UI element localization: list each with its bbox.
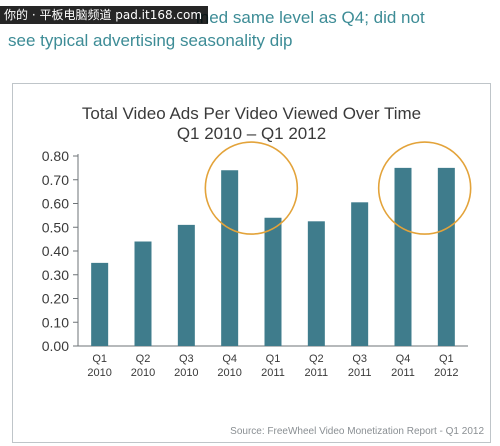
bar (307, 221, 325, 346)
x-tick-label: 2010 (174, 367, 198, 379)
x-tick-label: Q3 (179, 353, 194, 365)
bar-chart: 0.00 0.10 0.20 0.30 0.40 0.50 0.60 0.70 0.80 Q1 20… (42, 141, 472, 379)
x-tick-label: Q2 (309, 353, 324, 365)
chart-title: Total Video Ads Per Video Viewed Over Ti… (81, 104, 422, 123)
x-tick-label: Q1 (92, 353, 107, 365)
bar (351, 202, 369, 346)
x-tick-label: Q4 (222, 353, 237, 365)
x-tick-label: Q4 (396, 353, 411, 365)
x-tick-label: 2010 (87, 367, 111, 379)
x-tick-label: 2011 (348, 367, 372, 379)
x-tick-label: Q2 (136, 353, 151, 365)
bar (394, 167, 412, 346)
y-tick-label: 0.00 (42, 338, 69, 354)
chart-source: Source: FreeWheel Video Monetization Rep… (230, 426, 484, 437)
bar (437, 167, 455, 346)
x-tick-label: 2011 (305, 367, 329, 379)
bar (177, 224, 195, 346)
bar (221, 170, 239, 346)
y-tick-label: 0.10 (42, 314, 69, 330)
bar (264, 217, 282, 346)
highlight-circle (377, 141, 472, 235)
chart-panel: Total Video Ads Per Video Viewed Over Ti… (12, 83, 491, 443)
headline-line-1: ined same level as Q4; did not (196, 8, 425, 27)
bar (91, 262, 109, 346)
highlight-circle (204, 141, 299, 235)
chart-subtitle: Q1 2010 – Q1 2012 (176, 124, 327, 143)
x-tick-label: 2012 (434, 367, 458, 379)
y-tick-label: 0.60 (42, 196, 69, 212)
headline: ined same level as Q4; did not see typic… (8, 6, 496, 52)
y-tick-label: 0.20 (42, 291, 69, 307)
y-tick-label: 0.70 (42, 172, 69, 188)
y-tick-label: 0.50 (42, 219, 69, 235)
x-tick-label: 2011 (391, 367, 415, 379)
x-tick-label: Q3 (352, 353, 367, 365)
y-tick-label: 0.40 (42, 243, 69, 259)
y-tick-label: 0.80 (42, 148, 69, 164)
x-tick-label: 2010 (131, 367, 155, 379)
x-tick-label: Q1 (439, 353, 454, 365)
bar (134, 241, 152, 346)
x-tick-label: 2010 (217, 367, 241, 379)
y-tick-label: 0.30 (42, 267, 69, 283)
x-tick-label: 2011 (261, 367, 285, 379)
headline-line-2: see typical advertising seasonality dip (8, 31, 293, 50)
site-watermark: 你的 · 平板电脑频道 pad.it168.com (0, 6, 209, 24)
x-tick-label: Q1 (266, 353, 281, 365)
